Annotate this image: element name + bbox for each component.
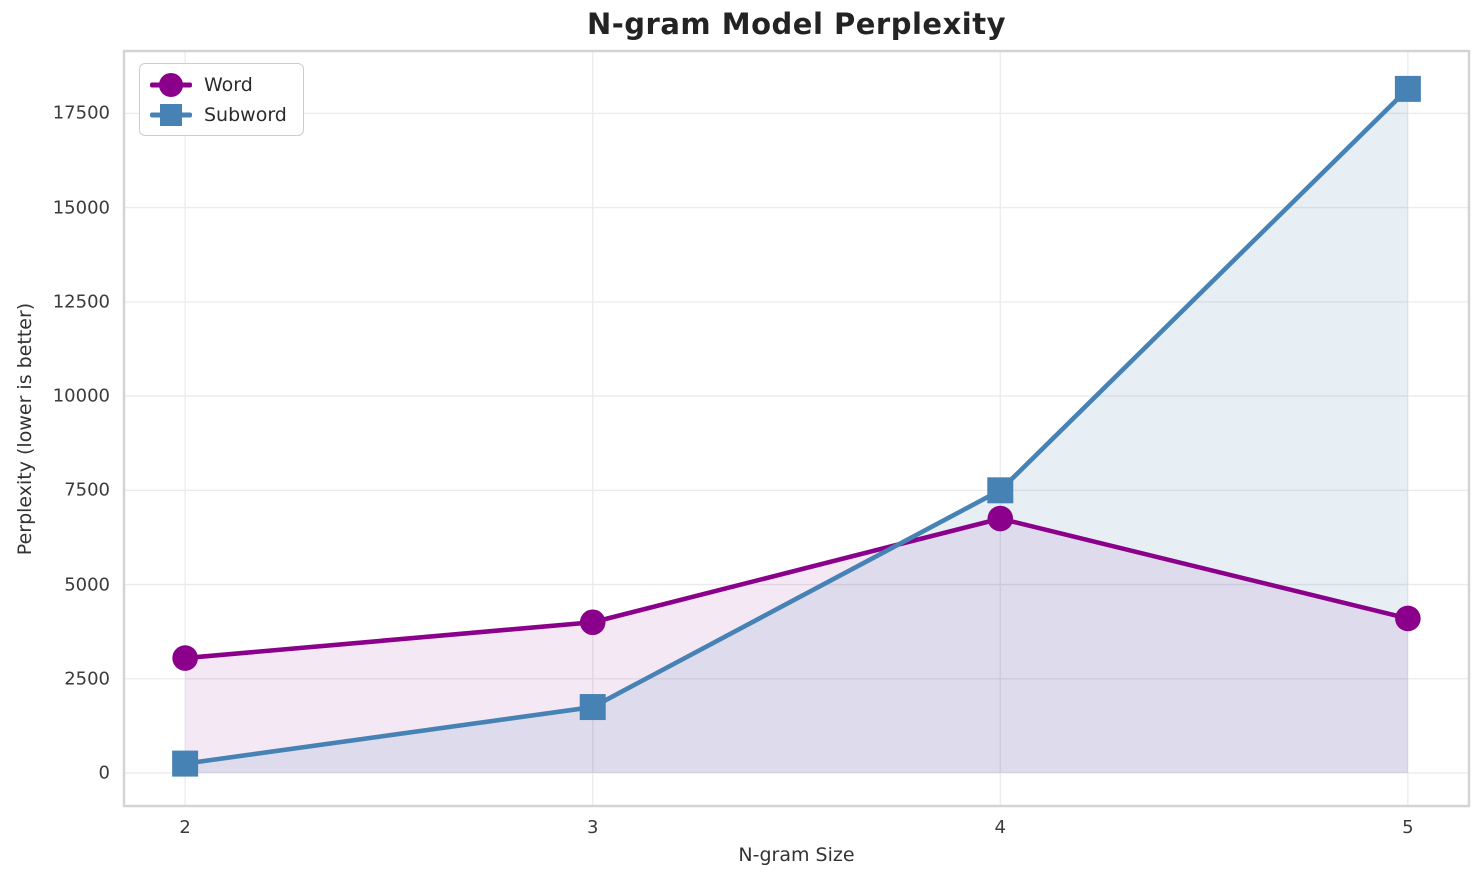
word-marker [1395, 605, 1421, 632]
y-tick-label: 0 [98, 762, 110, 784]
subword-marker [172, 750, 199, 777]
word-marker [579, 609, 606, 636]
x-tick-label: 3 [586, 817, 599, 838]
plot-border [122, 49, 1471, 808]
subword-marker [987, 477, 1014, 504]
chart-title: N-gram Model Perplexity [586, 7, 1006, 41]
word-line [182, 516, 1411, 661]
subword-marker [579, 694, 606, 721]
subword-square-icon [160, 103, 182, 126]
subword-legend-marker [150, 101, 192, 128]
x-tick-label: 2 [179, 817, 191, 838]
word-legend-marker [150, 71, 192, 98]
y-tick-label: 7500 [64, 479, 110, 501]
word-marker [172, 645, 198, 671]
subword-line [182, 86, 1411, 766]
y-tick-label: 15000 [52, 197, 110, 219]
y-tick-label: 10000 [52, 385, 110, 407]
subword-area-fill [185, 88, 1408, 774]
y-tick-label: 12500 [52, 291, 110, 313]
word-marker [987, 505, 1014, 532]
legend-item-word: Word [150, 71, 287, 98]
y-tick-label: 2500 [64, 668, 110, 690]
x-tick-label: 5 [1402, 817, 1414, 838]
legend: Word Subword [139, 63, 304, 136]
legend-item-subword: Subword [150, 101, 287, 128]
x-axis-label: N-gram Size [738, 844, 855, 866]
word-circle-icon [159, 72, 183, 97]
y-tick-label: 5000 [64, 574, 110, 596]
y-axis-label: Perplexity (lower is better) [14, 302, 36, 556]
legend-label-word: Word [204, 73, 253, 96]
word-area-fill [185, 518, 1408, 774]
subword-marker [1394, 75, 1421, 102]
x-tick-label: 4 [994, 817, 1007, 838]
y-tick-label: 17500 [52, 102, 110, 124]
legend-label-subword: Subword [204, 103, 287, 126]
